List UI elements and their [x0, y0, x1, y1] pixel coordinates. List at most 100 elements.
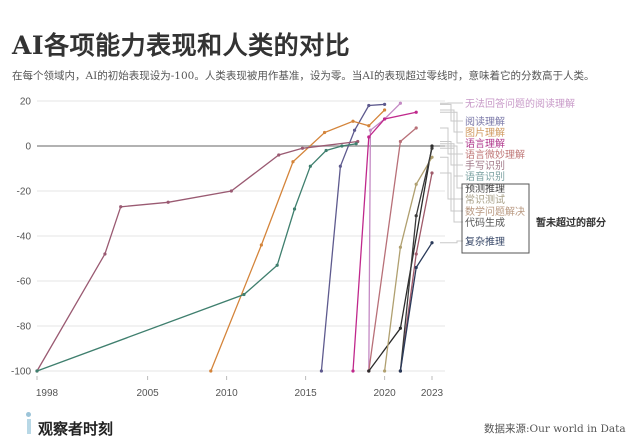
series-line — [368, 127, 417, 372]
data-point — [119, 205, 123, 209]
y-tick-label: -80 — [17, 322, 32, 333]
legend-label: 手写识别 — [465, 159, 505, 172]
x-tick-label: 2020 — [373, 388, 396, 399]
legend-label: 语言微妙理解 — [465, 148, 525, 161]
series-lines — [35, 101, 434, 373]
legend-label: 常识测试 — [465, 193, 505, 206]
legend-connector — [440, 172, 463, 212]
data-point — [277, 153, 281, 157]
not-yet-exceeded-box — [461, 183, 530, 254]
y-tick-label: -40 — [17, 232, 32, 243]
data-point — [166, 200, 170, 204]
data-point — [383, 117, 387, 121]
legend-label: 语音识别 — [465, 170, 505, 183]
legend-label: 复杂推理 — [465, 235, 505, 248]
data-point — [209, 369, 213, 373]
x-tick-label: 2010 — [215, 388, 238, 399]
x-tick-label: 2005 — [136, 388, 159, 399]
data-point — [300, 146, 305, 150]
x-axis-ticks: 1998 2005 2010 2015 2020 2023 — [36, 376, 444, 399]
data-point — [430, 155, 434, 159]
data-point — [351, 369, 355, 373]
data-point — [229, 189, 233, 193]
y-tick-label: -60 — [17, 277, 32, 288]
data-point — [35, 369, 39, 373]
legend-connector — [440, 141, 463, 166]
legend-label: 代码生成 — [465, 216, 505, 229]
y-tick-label: -20 — [17, 187, 32, 198]
data-point — [322, 130, 327, 135]
legend-label: 数学问题解决 — [465, 205, 525, 218]
data-point — [367, 103, 371, 108]
series-line — [352, 111, 417, 372]
brand-logo-icon — [26, 412, 31, 434]
data-point — [351, 119, 355, 123]
legend-label: 无法回答问题的阅读理解 — [465, 97, 575, 110]
data-point — [398, 326, 402, 330]
data-point — [398, 139, 402, 144]
data-point — [398, 245, 402, 249]
legend-connector — [440, 109, 463, 133]
legend-labels: 无法回答问题的阅读理解阅读理解图片理解语言理解语言微妙理解手写识别语音识别预测推… — [465, 97, 575, 248]
data-point — [383, 108, 387, 112]
data-point — [354, 142, 358, 146]
legend-connector — [440, 147, 463, 223]
page-title: AI各项能力表现和人类的对比 — [12, 31, 351, 60]
series-line — [399, 242, 433, 372]
series-line — [36, 140, 358, 372]
legend-connectors — [440, 102, 463, 244]
data-point — [430, 171, 434, 175]
legend-label: 预测推理 — [465, 182, 505, 195]
y-tick-label: 20 — [20, 97, 32, 108]
legend-connector — [440, 111, 463, 144]
x-tick-label: 2023 — [421, 388, 444, 399]
series-line — [383, 156, 433, 372]
data-point — [383, 102, 387, 106]
data-point — [368, 128, 372, 132]
data-point — [356, 139, 360, 144]
series-line — [36, 143, 357, 372]
data-point — [383, 369, 387, 373]
legend-label: 阅读理解 — [465, 115, 505, 128]
legend-label: 图片理解 — [465, 126, 505, 139]
data-point — [352, 128, 357, 132]
data-point — [259, 243, 263, 247]
data-point — [308, 164, 312, 168]
y-tick-label: 0 — [25, 142, 31, 153]
data-point — [292, 207, 297, 211]
data-point — [430, 146, 434, 150]
data-point — [398, 101, 402, 105]
data-point — [414, 182, 418, 186]
legend-connector — [440, 240, 463, 244]
not-yet-exceeded-label: 暂未超过的部分 — [536, 216, 606, 229]
x-tick-label: 1998 — [36, 388, 59, 399]
data-point — [414, 110, 418, 114]
series-line — [368, 102, 401, 372]
data-point — [103, 252, 107, 256]
data-point — [367, 124, 371, 128]
data-source: 数据来源:Our world in Data — [484, 423, 626, 435]
legend-label: 语言理解 — [465, 137, 505, 150]
y-axis-ticks: 20 0 -20 -40 -60 -80 -100 — [11, 97, 31, 378]
data-point — [367, 135, 371, 139]
data-point — [324, 148, 328, 153]
data-point — [430, 241, 434, 245]
brand-name: 观察者时刻 — [38, 420, 114, 438]
data-point — [367, 369, 371, 373]
data-point — [242, 292, 246, 297]
data-point — [430, 144, 434, 148]
y-tick-label: -100 — [11, 367, 31, 378]
grid-lines — [37, 100, 445, 372]
data-point — [340, 144, 344, 148]
data-point — [414, 265, 418, 270]
legend-connector — [440, 145, 463, 189]
data-point — [291, 160, 295, 164]
data-point — [414, 126, 418, 130]
data-point — [338, 164, 342, 168]
data-point — [398, 369, 402, 373]
data-point — [319, 369, 323, 373]
legend-connector — [440, 156, 463, 200]
data-point — [275, 263, 279, 267]
page-subtitle: 在每个领域内，AI的初始表现设为-100。人类表现被用作基准，设为零。当AI的表… — [12, 70, 595, 82]
